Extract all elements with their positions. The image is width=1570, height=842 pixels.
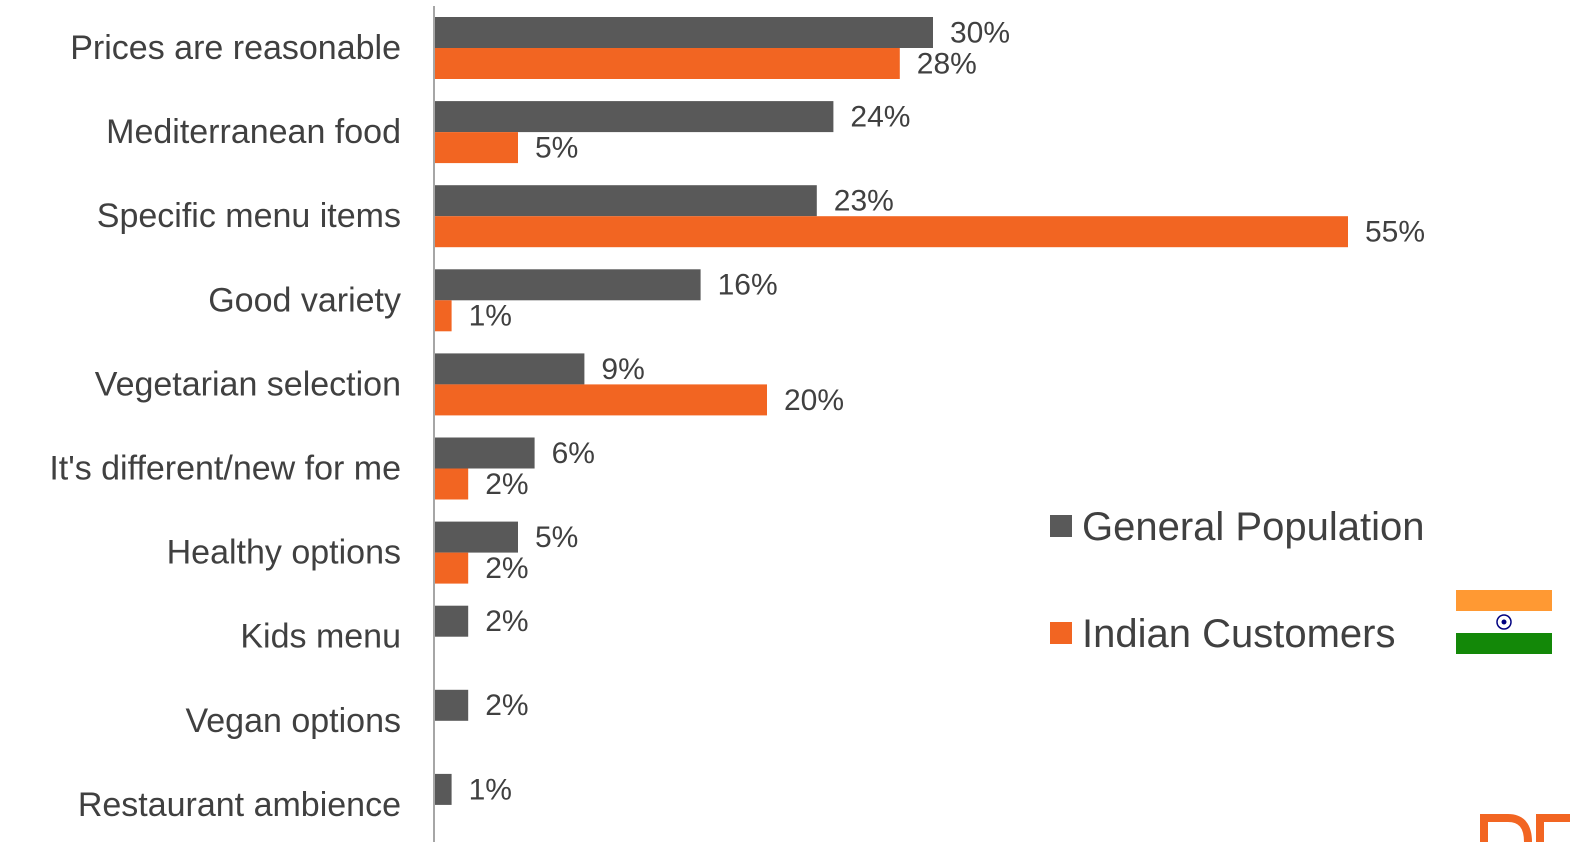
data-label: 5%: [535, 521, 578, 554]
data-label: 2%: [485, 552, 528, 585]
data-label: 6%: [552, 437, 595, 470]
data-label: 16%: [718, 269, 778, 302]
bar-general-population: [435, 353, 585, 385]
bar-general-population: [435, 521, 518, 553]
category-label: Good variety: [208, 281, 401, 319]
data-label: 55%: [1365, 216, 1425, 249]
category-label: Kids menu: [240, 618, 401, 656]
data-label: 23%: [834, 185, 894, 218]
bar-general-population: [435, 689, 469, 721]
ashoka-chakra-icon: [1496, 614, 1512, 630]
category-label: Healthy options: [167, 534, 401, 572]
brand-logo-fragment: [1480, 814, 1570, 842]
category-label: Mediterranean food: [106, 113, 401, 151]
category-labels: Prices are reasonable Mediterranean food S…: [49, 29, 401, 824]
bar-general-population: [435, 17, 933, 48]
india-flag-icon: [1456, 590, 1552, 654]
flag-saffron-band: [1456, 590, 1552, 611]
bar-indian-customers: [435, 300, 452, 332]
category-label: It's different/new for me: [49, 450, 401, 488]
data-label: 30%: [950, 16, 1010, 49]
data-label: 9%: [601, 353, 644, 386]
data-label: 28%: [917, 47, 977, 80]
legend-swatch-indian-customers: [1050, 622, 1072, 644]
category-label: Prices are reasonable: [70, 29, 401, 67]
data-label: 2%: [485, 468, 528, 501]
data-label: 1%: [469, 300, 512, 333]
category-label: Vegetarian selection: [95, 365, 401, 403]
bar-indian-customers: [435, 384, 767, 416]
data-label: 2%: [485, 689, 528, 722]
bar-indian-customers: [435, 216, 1348, 248]
bar-general-population: [435, 185, 817, 217]
legend-label-indian-customers: Indian Customers: [1082, 612, 1395, 656]
bar-general-population: [435, 101, 834, 133]
bar-indian-customers: [435, 132, 518, 164]
logo-letter-fragment-2: [1536, 814, 1570, 842]
bar-general-population: [435, 605, 469, 637]
data-label: 2%: [485, 605, 528, 638]
category-label: Specific menu items: [97, 197, 401, 235]
bar-general-population: [435, 437, 535, 469]
value-labels: 30%28%24%5%23%55%16%1%9%20%6%2%5%2%2%2%1…: [469, 16, 1425, 806]
bar-general-population: [435, 773, 452, 805]
data-label: 24%: [850, 101, 910, 134]
bar-general-population: [435, 269, 701, 301]
bars-group: [435, 17, 1348, 805]
bar-indian-customers: [435, 552, 469, 584]
legend-label-general-population: General Population: [1082, 505, 1424, 549]
category-label: Restaurant ambience: [78, 786, 401, 824]
bar-indian-customers: [435, 48, 900, 79]
category-label: Vegan options: [185, 702, 401, 740]
legend: General Population Indian Customers: [1050, 505, 1424, 656]
data-label: 20%: [784, 384, 844, 417]
flag-green-band: [1456, 633, 1552, 654]
data-label: 1%: [469, 773, 512, 806]
bar-indian-customers: [435, 468, 469, 500]
data-label: 5%: [535, 132, 578, 165]
legend-swatch-general-population: [1050, 515, 1072, 537]
logo-letter-fragment: [1480, 814, 1532, 842]
ashoka-chakra-hub: [1501, 619, 1507, 625]
